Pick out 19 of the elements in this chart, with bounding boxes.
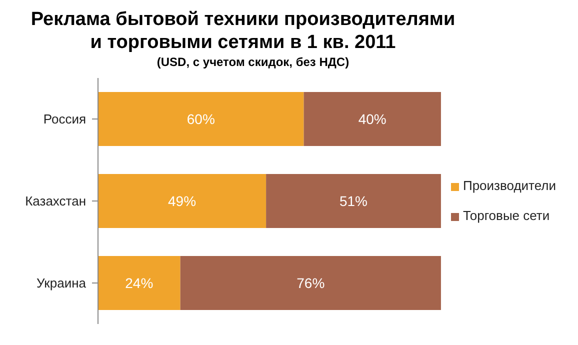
data-label: 76%	[296, 274, 325, 291]
y-tick-label: Россия	[43, 112, 86, 127]
data-label: 51%	[339, 192, 368, 209]
data-label: 49%	[168, 192, 196, 209]
bar	[266, 174, 441, 228]
data-label: 40%	[358, 110, 386, 127]
bar	[98, 256, 180, 310]
y-tick-label: Украина	[36, 276, 87, 291]
y-tick-label: Казахстан	[25, 194, 86, 209]
chart-title: Реклама бытовой техники производителями и торговыми сетями в 1 кв. 2011	[30, 8, 456, 54]
data-label: 24%	[125, 274, 154, 291]
bar	[98, 174, 266, 228]
legend-label: Производители	[462, 178, 556, 193]
chart-subtitle: (USD, с учетом скидок, без НДС)	[156, 54, 350, 70]
data-label: 60%	[186, 110, 215, 127]
bar	[304, 92, 441, 146]
bar	[180, 256, 441, 310]
bar	[98, 92, 304, 146]
legend-label: Торговые сети	[462, 208, 550, 223]
